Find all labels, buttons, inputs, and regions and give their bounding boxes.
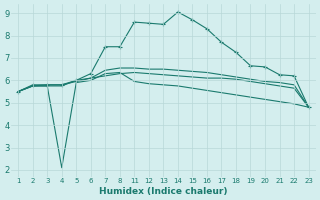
- X-axis label: Humidex (Indice chaleur): Humidex (Indice chaleur): [99, 187, 228, 196]
